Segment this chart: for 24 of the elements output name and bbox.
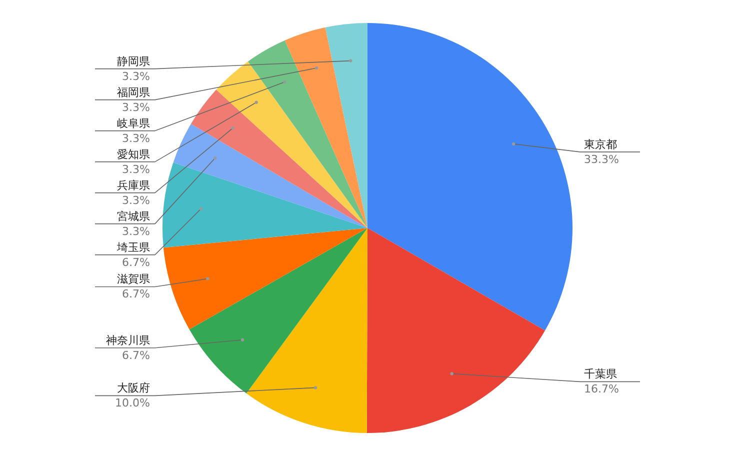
- data-label: 3.3%: [122, 132, 150, 145]
- data-label: 3.3%: [122, 162, 150, 176]
- data-label: 6.7%: [122, 348, 150, 362]
- slice-label: 埼玉県: [116, 240, 150, 254]
- data-label: 3.3%: [122, 100, 150, 114]
- data-label: 3.3%: [122, 224, 150, 238]
- data-label: 16.7%: [584, 382, 619, 396]
- data-label: 10.0%: [115, 396, 150, 410]
- slice-label: 静岡県: [117, 54, 150, 68]
- data-label: 6.7%: [122, 256, 150, 269]
- slice-label: 愛知県: [117, 148, 150, 161]
- slice-label: 岐阜県: [117, 116, 150, 130]
- data-label: 33.3%: [584, 152, 619, 166]
- slice-label: 東京都: [584, 138, 617, 151]
- data-label: 3.3%: [122, 70, 150, 83]
- slice-label: 兵庫県: [117, 178, 150, 192]
- slice-label: 大阪府: [117, 382, 150, 395]
- slice-label: 福岡県: [117, 86, 150, 99]
- slice-label: 宮城県: [117, 210, 150, 223]
- slice-label: 千葉県: [584, 368, 617, 381]
- slice-label: 神奈川県: [106, 334, 150, 347]
- data-label: 6.7%: [122, 288, 150, 301]
- data-label: 3.3%: [122, 194, 150, 207]
- slice-label: 滋賀県: [117, 272, 150, 286]
